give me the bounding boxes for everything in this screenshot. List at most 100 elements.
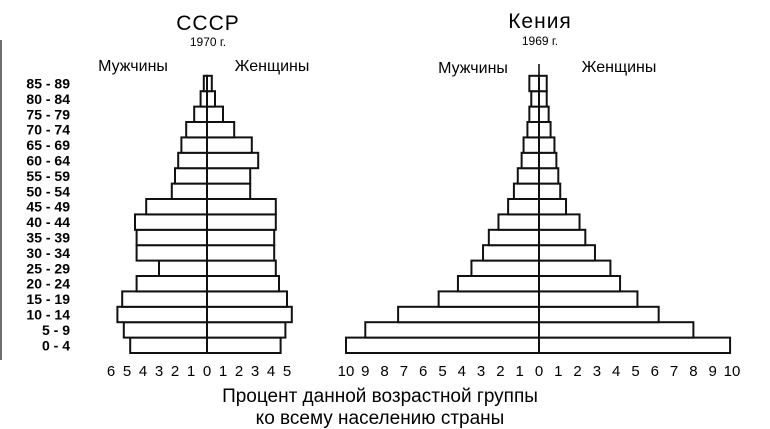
- ussr-tick-left-4: 4: [139, 363, 147, 380]
- ussr-tick-right-3: 3: [251, 363, 259, 380]
- kenya-bar-men-75-79: [528, 105, 540, 123]
- kenya-bar-women-50-54: [538, 182, 562, 201]
- age-label-25-29: 25 - 29: [26, 260, 70, 276]
- ussr-bar-women-50-54: [206, 182, 252, 201]
- kenya-bar-men-15-19: [437, 290, 541, 308]
- kenya-bar-women-15-19: [538, 290, 639, 308]
- kenya-bar-women-20-24: [538, 275, 622, 293]
- ussr-bar-women-15-19: [206, 290, 288, 308]
- ussr-bar-men-0-4: [129, 336, 208, 355]
- kenya-title: Кения: [508, 10, 572, 33]
- kenya-tick-left-0: 0: [535, 363, 543, 380]
- ussr-bar-men-50-54: [170, 182, 209, 201]
- kenya-bar-women-70-74: [538, 121, 552, 139]
- kenya-bar-women-0-4: [538, 336, 732, 355]
- kenya-tick-right-1: 1: [554, 363, 562, 380]
- kenya-tick-right-6: 6: [651, 363, 659, 380]
- kenya-bar-men-70-74: [526, 121, 540, 139]
- age-label-10-14: 10 - 14: [26, 307, 70, 323]
- kenya-tick-right-5: 5: [631, 363, 639, 380]
- kenya-bar-men-20-24: [456, 275, 540, 293]
- ussr-bar-women-0-4: [206, 336, 282, 355]
- kenya-bar-men-45-49: [507, 198, 540, 216]
- ussr-bar-men-75-79: [193, 105, 208, 123]
- kenya-bar-men-55-59: [516, 167, 541, 185]
- kenya-bar-women-45-49: [538, 198, 568, 216]
- kenya-bar-women-75-79: [538, 105, 550, 123]
- ussr-bar-women-75-79: [206, 105, 224, 123]
- kenya-bar-men-65-69: [522, 136, 540, 154]
- caption-line-1: Процент данной возрастной группы: [222, 386, 538, 407]
- kenya-bar-women-30-34: [538, 244, 596, 262]
- ussr-bar-men-10-14: [116, 305, 208, 324]
- ussr-bar-men-45-49: [145, 198, 208, 216]
- kenya-bar-women-55-59: [538, 167, 560, 185]
- kenya-bar-men-35-39: [487, 228, 541, 247]
- kenya-tick-right-2: 2: [573, 363, 581, 380]
- ussr-bar-women-10-14: [206, 305, 293, 324]
- age-label-80-84: 80 - 84: [26, 91, 70, 107]
- ussr-tick-left-5: 5: [123, 363, 131, 380]
- kenya-bar-women-80-84: [538, 90, 548, 108]
- age-label-15-19: 15 - 19: [26, 291, 70, 307]
- ussr-bar-men-65-69: [180, 136, 208, 154]
- kenya-tick-left-2: 2: [496, 363, 504, 380]
- kenya-bar-women-60-64: [538, 151, 558, 170]
- ussr-men-label: Мужчины: [98, 58, 168, 75]
- ussr-tick-right-1: 1: [219, 363, 227, 380]
- age-label-75-79: 75 - 79: [26, 106, 70, 122]
- ussr-women-label: Женщины: [235, 58, 310, 75]
- age-label-5-9: 5 - 9: [42, 322, 70, 338]
- ussr-bar-men-55-59: [174, 167, 208, 185]
- ussr-bar-women-20-24: [206, 275, 280, 293]
- kenya-tick-left-10: 10: [338, 363, 355, 380]
- ussr-bar-women-5-9: [206, 321, 287, 339]
- ussr-bar-women-65-69: [206, 136, 253, 154]
- kenya-bar-women-10-14: [538, 305, 660, 324]
- ussr-bar-women-70-74: [206, 121, 236, 139]
- kenya-tick-left-1: 1: [516, 363, 524, 380]
- kenya-tick-right-8: 8: [689, 363, 697, 380]
- age-label-0-4: 0 - 4: [42, 337, 70, 353]
- age-label-20-24: 20 - 24: [26, 276, 70, 292]
- kenya-year: 1969 г.: [522, 34, 558, 48]
- ussr-bar-women-60-64: [206, 151, 260, 170]
- ussr-year: 1970 г.: [190, 35, 226, 49]
- kenya-tick-right-7: 7: [670, 363, 678, 380]
- ussr-bar-women-30-34: [206, 244, 276, 262]
- ussr-tick-right-5: 5: [283, 363, 291, 380]
- age-label-85-89: 85 - 89: [26, 76, 70, 92]
- ussr-bar-men-20-24: [135, 275, 209, 293]
- kenya-bar-women-40-44: [538, 213, 581, 231]
- kenya-women-label: Женщины: [582, 59, 657, 76]
- ussr-bar-women-25-29: [206, 259, 277, 278]
- kenya-bar-women-85-89: [538, 74, 548, 93]
- kenya-bar-men-25-29: [470, 259, 541, 278]
- age-label-70-74: 70 - 74: [26, 122, 70, 138]
- kenya-tick-left-3: 3: [477, 363, 485, 380]
- ussr-bar-men-30-34: [135, 244, 209, 262]
- kenya-bar-men-10-14: [397, 305, 540, 324]
- ussr-bar-men-60-64: [177, 151, 208, 170]
- kenya-bar-men-30-34: [482, 244, 540, 262]
- age-label-40-44: 40 - 44: [26, 214, 70, 230]
- ussr-bar-men-70-74: [185, 121, 208, 139]
- kenya-bar-men-80-84: [530, 90, 541, 108]
- kenya-pyramid: 10 9 8 7 6 5 4 3 2 1 0 1 2 3 4 5 6 7 8 9 10: [338, 64, 740, 380]
- kenya-bar-men-85-89: [528, 74, 540, 93]
- ussr-tick-left-3: 3: [155, 363, 163, 380]
- kenya-tick-left-6: 6: [419, 363, 427, 380]
- kenya-bar-men-0-4: [345, 336, 540, 355]
- ussr-bar-women-55-59: [206, 167, 252, 185]
- age-label-50-54: 50 - 54: [26, 183, 70, 199]
- kenya-bar-women-5-9: [538, 321, 695, 339]
- ussr-bar-women-40-44: [206, 213, 277, 231]
- ussr-bar-women-45-49: [206, 198, 277, 216]
- kenya-tick-right-9: 9: [709, 363, 717, 380]
- kenya-bar-men-40-44: [497, 213, 540, 231]
- age-label-30-34: 30 - 34: [26, 245, 70, 261]
- kenya-tick-right-3: 3: [593, 363, 601, 380]
- kenya-bar-men-60-64: [520, 151, 541, 170]
